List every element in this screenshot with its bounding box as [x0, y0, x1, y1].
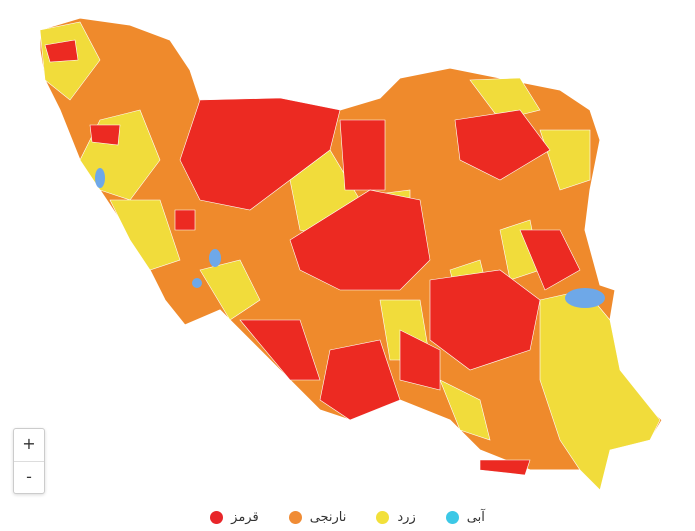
blue-region-west-2 [192, 278, 202, 288]
legend-item-blue[interactable]: آبی [445, 510, 485, 525]
blue-region-hamun [565, 288, 605, 308]
legend-label: قرمز [231, 510, 259, 525]
orange-dot-icon [288, 511, 302, 524]
legend-item-red[interactable]: قرمز [210, 510, 259, 525]
zoom-out-button[interactable]: - [26, 467, 32, 486]
blue-dot-icon [445, 511, 459, 524]
zoom-in-button[interactable]: + [14, 429, 44, 462]
legend-item-orange[interactable]: نارنجی [288, 510, 347, 525]
blue-region-west [209, 249, 221, 267]
red-regions [44, 39, 581, 476]
zoom-controls: + - [13, 428, 45, 494]
blue-regions [95, 168, 605, 308]
legend-label: آبی [466, 510, 485, 525]
yellow-dot-icon [376, 511, 390, 524]
lake-urmia [95, 168, 105, 188]
legend-label: نارنجی [309, 510, 347, 525]
legend-label: زرد [397, 510, 416, 525]
legend: قرمز نارنجی زرد آبی [0, 510, 695, 525]
legend-item-yellow[interactable]: زرد [376, 510, 416, 525]
red-dot-icon [210, 511, 224, 524]
